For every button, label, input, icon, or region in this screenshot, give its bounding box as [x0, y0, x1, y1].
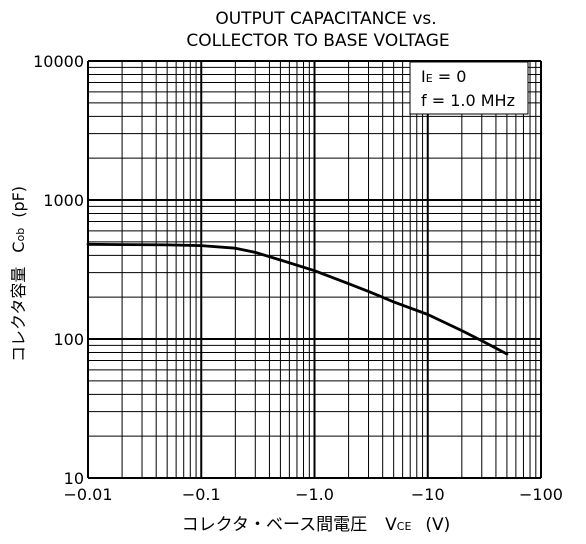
- x-tick-label: −0.1: [182, 485, 221, 504]
- x-tick-label: −10: [411, 485, 445, 504]
- y-tick-label: 10: [64, 469, 84, 488]
- legend-background: [409, 61, 529, 115]
- y-tick-label: 10000: [33, 52, 84, 71]
- y-axis-title: コレクタ容量: [9, 267, 28, 362]
- x-axis-unit: (V): [425, 515, 450, 535]
- chart-title-line1: OUTPUT CAPACITANCE vs.: [215, 9, 436, 29]
- x-axis-label: コレクタ・ベース間電圧 VCE (V): [182, 515, 451, 535]
- legend-condition-current: IE = 0: [421, 67, 466, 86]
- x-axis-title: コレクタ・ベース間電圧: [182, 515, 367, 535]
- y-axis-symbol: C: [9, 242, 28, 253]
- legend-condition-frequency: f = 1.0 MHz: [421, 91, 515, 110]
- x-tick-label: −0.01: [63, 485, 112, 504]
- chart-title-line2: COLLECTOR TO BASE VOLTAGE: [186, 31, 449, 51]
- y-axis-unit: (pF): [9, 186, 28, 218]
- y-tick-label: 100: [53, 330, 84, 349]
- x-axis-symbol: V: [385, 515, 397, 535]
- y-axis-label: コレクタ容量Cob(pF): [9, 186, 28, 362]
- cob-curve: [86, 242, 509, 356]
- x-tick-label: −100: [519, 485, 563, 504]
- grid: [87, 60, 542, 479]
- x-tick-label: −1.0: [295, 485, 334, 504]
- svg-text:コレクタ容量Cob(pF): コレクタ容量Cob(pF): [9, 186, 28, 362]
- y-tick-label: 1000: [43, 191, 84, 210]
- legend-box: IE = 0 f = 1.0 MHz: [409, 61, 529, 115]
- x-tick-labels: −0.01 −0.1 −1.0 −10 −100: [63, 485, 562, 504]
- y-tick-labels: 10 100 1000 10000: [33, 52, 84, 488]
